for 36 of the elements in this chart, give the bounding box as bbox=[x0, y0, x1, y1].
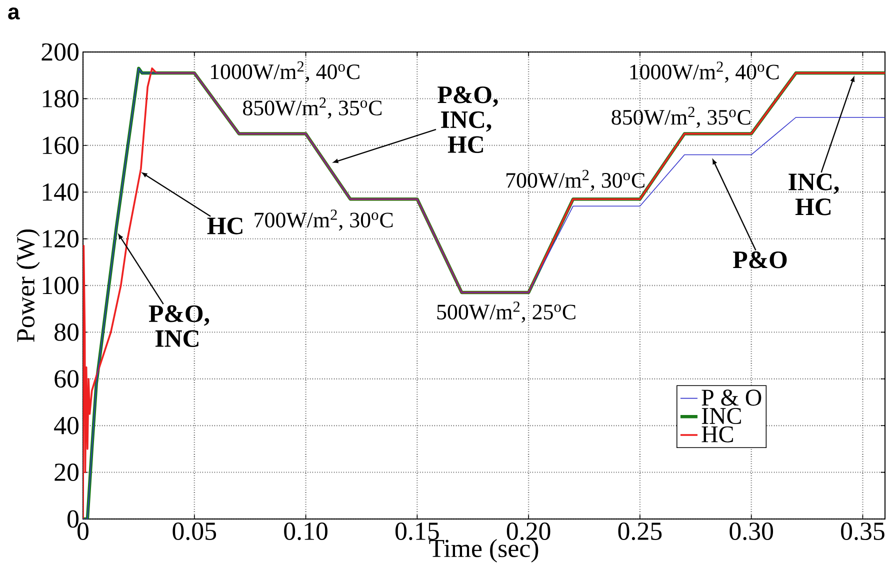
legend-label: P & O bbox=[702, 390, 762, 406]
y-tick-label: 180 bbox=[42, 90, 78, 108]
x-tick-label: 0.30 bbox=[730, 522, 774, 540]
y-tick-label: 100 bbox=[42, 276, 78, 294]
annotation: 700W/m$^{2}$, 30$^{o}$C bbox=[506, 170, 644, 191]
legend-label: HC bbox=[702, 426, 733, 442]
annotation: INC, HC bbox=[788, 174, 839, 216]
y-tick-label: 0 bbox=[68, 510, 78, 528]
x-tick-label: 0.20 bbox=[506, 522, 550, 540]
y-tick-label: 80 bbox=[54, 323, 78, 341]
text: a bbox=[8, 8, 20, 20]
annotation: 1000W/m$^{2}$, 40$^{o}$C bbox=[630, 62, 779, 83]
x-axis-title: Time (sec) bbox=[429, 538, 538, 562]
annotation: HC bbox=[207, 218, 242, 234]
annotation: 500W/m$^{2}$, 25$^{o}$C bbox=[437, 302, 576, 323]
x-tick-label: 0.35 bbox=[841, 522, 884, 540]
annotation: 850W/m$^{2}$, 35$^{o}$C bbox=[612, 106, 750, 128]
annotation: P&O bbox=[733, 251, 787, 268]
y-tick-label: 60 bbox=[54, 370, 78, 388]
annotation: P&O, INC, HC bbox=[438, 86, 498, 154]
annotation: 1000W/m$^{2}$, 40$^{o}$C bbox=[210, 61, 360, 82]
legend-label: INC bbox=[702, 408, 741, 424]
y-tick-label: 140 bbox=[42, 183, 78, 201]
annotation: 850W/m$^{2}$, 35$^{o}$C bbox=[243, 98, 382, 119]
x-tick-label: 0.05 bbox=[172, 522, 216, 540]
x-tick-label: 0.25 bbox=[618, 522, 662, 540]
x-tick-label: 0.10 bbox=[284, 522, 328, 540]
y-axis-title: Power (W) bbox=[16, 229, 40, 342]
y-tick-label: 20 bbox=[54, 464, 78, 482]
annotation: 700W/m$^{2}$, 30$^{o}$C bbox=[254, 210, 393, 231]
y-tick-label: 40 bbox=[54, 416, 78, 434]
y-tick-label: 200 bbox=[42, 43, 78, 61]
y-tick-label: 160 bbox=[42, 136, 78, 154]
annotation: P&O, INC bbox=[148, 305, 210, 347]
y-tick-label: 120 bbox=[42, 230, 78, 248]
x-tick-label: 0.15 bbox=[395, 522, 439, 540]
